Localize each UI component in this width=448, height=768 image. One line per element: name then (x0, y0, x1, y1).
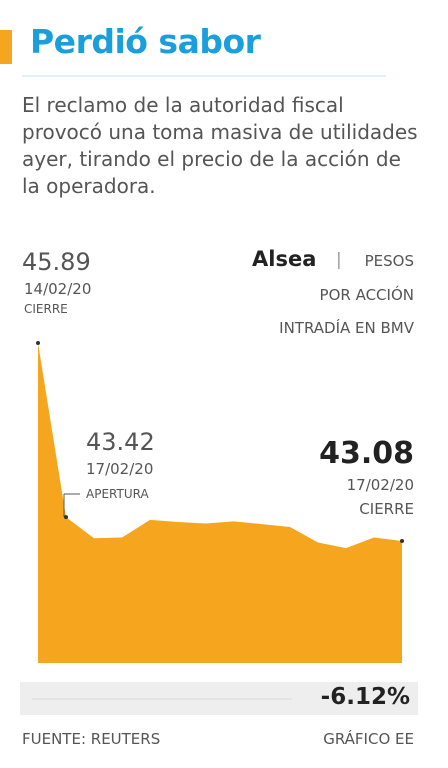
change-label: -6.12% (320, 684, 410, 710)
title: Perdió sabor (30, 22, 261, 61)
area (38, 343, 402, 663)
annotation-date: 17/02/20 (346, 476, 414, 494)
unit-line: INTRADÍA EN BMV (279, 319, 414, 337)
series-name: Alsea (252, 247, 317, 271)
unit-line: POR ACCIÓN (319, 286, 414, 304)
point (36, 341, 40, 345)
source: FUENTE: REUTERS (22, 730, 161, 748)
credit: GRÁFICO EE (323, 730, 414, 748)
separator: | (336, 250, 342, 270)
value-label: 45.89 (22, 248, 91, 276)
value-label: 43.08 (319, 436, 414, 471)
unit-line: PESOS (364, 252, 414, 270)
point (64, 515, 68, 520)
value-label: 43.42 (86, 428, 155, 456)
annotation-note: CIERRE (24, 302, 68, 316)
annotation-note: APERTURA (86, 487, 149, 501)
annotation-date: 17/02/20 (86, 460, 154, 478)
annotation-date: 14/02/20 (24, 280, 92, 298)
point (400, 539, 404, 544)
subtitle: El reclamo de la autoridad fiscal provoc… (22, 93, 418, 198)
title-accent (0, 30, 12, 64)
annotation-note: CIERRE (359, 500, 414, 518)
